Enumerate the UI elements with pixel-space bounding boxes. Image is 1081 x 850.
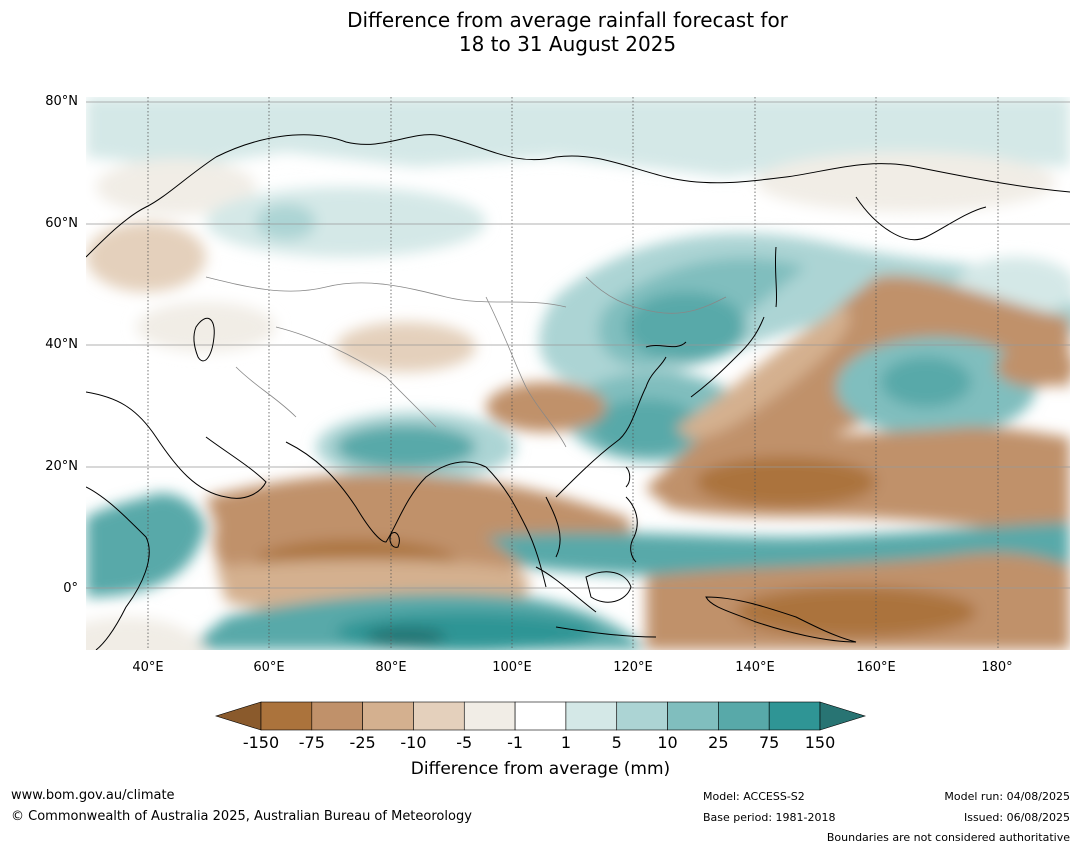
- colorbar-bin: [362, 701, 414, 731]
- colorbar-bin: [718, 701, 770, 731]
- footer-issued: Issued: 06/08/2025: [963, 811, 1070, 824]
- colorbar-tick-label: -1: [507, 733, 524, 752]
- footer-model-run: Model run: 04/08/2025: [944, 790, 1070, 803]
- lat-label-60n: 60°N: [45, 216, 78, 231]
- colorbar-tick-label: 5: [611, 733, 622, 752]
- lat-label-40n: 40°N: [45, 337, 78, 352]
- colorbar-bin: [311, 701, 363, 731]
- footer-url[interactable]: www.bom.gov.au/climate: [11, 788, 175, 803]
- lat-label-20n: 20°N: [45, 459, 78, 474]
- map-title-line2: 18 to 31 August 2025: [458, 32, 677, 56]
- graticule-meridians: [147, 97, 999, 650]
- lon-label-180: 180°: [981, 660, 1013, 675]
- colorbar-tick-label: -5: [456, 733, 473, 752]
- country-boundaries: [205, 276, 727, 448]
- colorbar-title: Difference from average (mm): [410, 759, 671, 779]
- lon-label-80e: 80°E: [375, 660, 407, 675]
- footer-model: Model: ACCESS-S2: [703, 790, 805, 803]
- colorbar-tick-label: 150: [804, 733, 836, 752]
- colorbar-bin: [514, 701, 567, 731]
- colorbar-tick-label: 75: [758, 733, 780, 752]
- lat-label-0: 0°: [63, 581, 78, 596]
- lon-label-140e: 140°E: [735, 660, 775, 675]
- colorbar-bin: [616, 701, 668, 731]
- lon-label-120e: 120°E: [613, 660, 653, 675]
- footer-base-period: Base period: 1981-2018: [703, 811, 836, 824]
- colorbar-extend-low: [214, 701, 262, 731]
- colorbar-bin: [260, 701, 313, 731]
- colorbar-extend-high: [819, 701, 867, 731]
- colorbar-bin: [413, 701, 465, 731]
- footer-copyright: © Commonwealth of Australia 2025, Austra…: [11, 809, 472, 824]
- lon-label-40e: 40°E: [132, 660, 164, 675]
- colorbar-tick-label: -10: [400, 733, 427, 752]
- rainfall-anomaly-map: [86, 97, 1070, 650]
- map-title-line1: Difference from average rainfall forecas…: [347, 8, 788, 32]
- anomaly-shading: [86, 97, 1070, 650]
- colorbar: [214, 701, 867, 731]
- map-title: Difference from average rainfall forecas…: [0, 8, 1081, 56]
- colorbar-tick-label: 1: [560, 733, 571, 752]
- colorbar-tick-label: -75: [298, 733, 325, 752]
- colorbar-tick-label: 25: [708, 733, 729, 752]
- colorbar-bin: [463, 701, 516, 731]
- colorbar-tick-label: -150: [242, 733, 280, 752]
- colorbar-bin: [768, 701, 821, 731]
- colorbar-bin: [565, 701, 618, 731]
- colorbar-tick-label: -25: [349, 733, 376, 752]
- lon-label-100e: 100°E: [492, 660, 532, 675]
- lat-label-80n: 80°N: [45, 94, 78, 109]
- lon-label-60e: 60°E: [253, 660, 285, 675]
- lon-label-160e: 160°E: [856, 660, 896, 675]
- footer-disclaimer: Boundaries are not considered authoritat…: [826, 831, 1070, 844]
- coastlines: [86, 134, 1070, 650]
- colorbar-tick-label: 10: [657, 733, 678, 752]
- graticule-parallels: [86, 101, 1070, 589]
- colorbar-bin: [667, 701, 719, 731]
